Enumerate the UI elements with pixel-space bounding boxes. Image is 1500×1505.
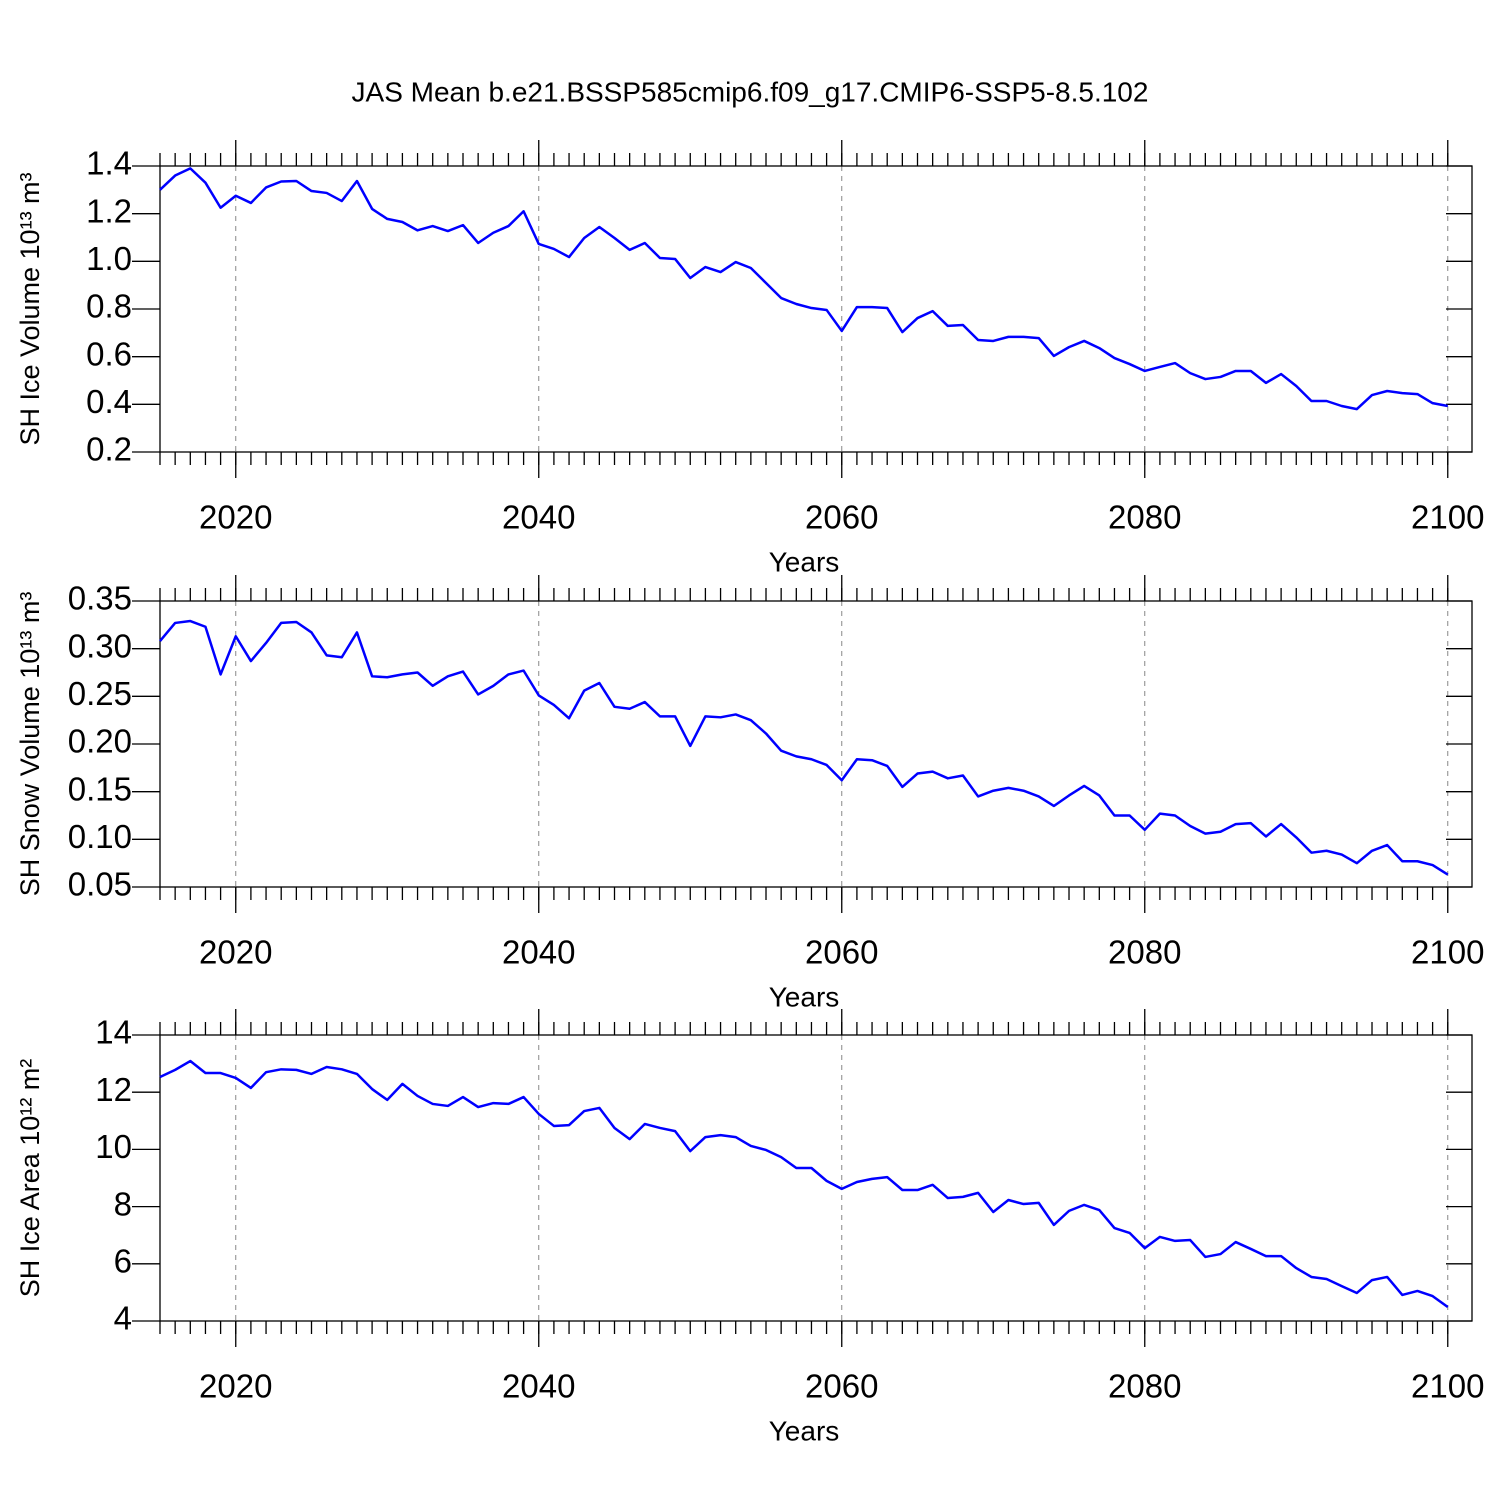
y-tick-label: 0.4 xyxy=(86,383,132,420)
x-tick-label: 2080 xyxy=(1108,934,1181,971)
x-tick-label: 2020 xyxy=(199,499,272,536)
y-axis-label: SH Ice Volume 10¹³ m³ xyxy=(15,172,45,445)
x-tick-label: 2040 xyxy=(502,499,575,536)
x-tick-label: 2060 xyxy=(805,934,878,971)
data-line xyxy=(159,1059,1449,1309)
y-tick-label: 14 xyxy=(95,1014,132,1051)
x-tick-label: 2100 xyxy=(1411,1368,1484,1405)
x-axis-label: Years xyxy=(769,1415,840,1446)
y-tick-label: 1.2 xyxy=(86,192,132,229)
y-tick-label: 0.15 xyxy=(68,770,132,807)
x-tick-label: 2020 xyxy=(199,934,272,971)
y-tick-label: 0.8 xyxy=(86,288,132,325)
y-tick-label: 1.4 xyxy=(86,145,132,182)
y-tick-label: 0.35 xyxy=(68,580,132,617)
x-tick-label: 2100 xyxy=(1411,934,1484,971)
y-tick-label: 0.6 xyxy=(86,335,132,372)
data-line xyxy=(159,167,1448,411)
y-tick-label: 0.20 xyxy=(68,723,132,760)
x-tick-label: 2020 xyxy=(199,1368,272,1405)
y-axis-label: SH Snow Volume 10¹³ m³ xyxy=(15,592,45,897)
x-tick-label: 2060 xyxy=(805,1368,878,1405)
y-tick-label: 12 xyxy=(95,1071,132,1108)
x-tick-label: 2040 xyxy=(502,1368,575,1405)
y-axis-label: SH Ice Area 10¹² m² xyxy=(15,1059,45,1298)
figure-title: JAS Mean b.e21.BSSP585cmip6.f09_g17.CMIP… xyxy=(352,76,1149,107)
plot-frame xyxy=(159,600,1473,888)
y-tick-label: 4 xyxy=(114,1300,132,1337)
y-tick-label: 0.10 xyxy=(68,818,132,855)
x-axis-label: Years xyxy=(769,981,840,1012)
y-tick-label: 8 xyxy=(114,1185,132,1222)
y-tick-label: 1.0 xyxy=(86,240,132,277)
plot-frame xyxy=(159,165,1473,453)
y-tick-label: 0.05 xyxy=(68,866,132,903)
x-tick-label: 2060 xyxy=(805,499,878,536)
x-tick-label: 2080 xyxy=(1108,499,1181,536)
y-tick-label: 10 xyxy=(95,1128,132,1165)
y-tick-label: 0.25 xyxy=(68,675,132,712)
y-tick-label: 6 xyxy=(114,1243,132,1280)
x-tick-label: 2040 xyxy=(502,934,575,971)
data-line xyxy=(159,619,1449,876)
plot-frame xyxy=(159,1034,1473,1322)
x-axis-label: Years xyxy=(769,546,840,577)
y-tick-label: 0.30 xyxy=(68,627,132,664)
y-tick-label: 0.2 xyxy=(86,431,132,468)
x-tick-label: 2080 xyxy=(1108,1368,1181,1405)
x-tick-label: 2100 xyxy=(1411,499,1484,536)
